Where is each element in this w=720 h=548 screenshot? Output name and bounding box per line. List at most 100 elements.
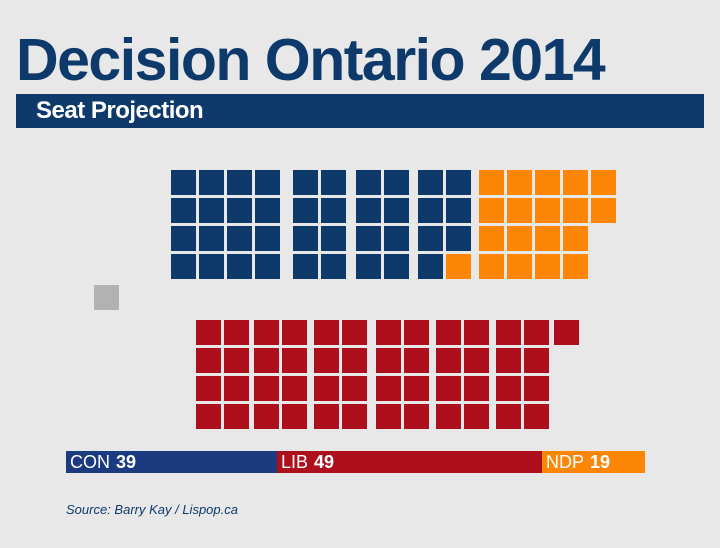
con-seat bbox=[356, 170, 381, 195]
total-label: LIB bbox=[281, 452, 309, 472]
con-seat bbox=[446, 170, 471, 195]
lib-seat bbox=[404, 404, 429, 429]
con-seat bbox=[227, 226, 252, 251]
lib-seat bbox=[224, 404, 249, 429]
con-seat bbox=[255, 254, 280, 279]
chart-subtitle: Seat Projection bbox=[36, 97, 204, 124]
con-seat bbox=[384, 170, 409, 195]
ndp-seat bbox=[591, 198, 616, 223]
lib-seat bbox=[282, 320, 307, 345]
lib-seat bbox=[254, 320, 279, 345]
lib-seat bbox=[404, 320, 429, 345]
lib-seat bbox=[254, 348, 279, 373]
ndp-seat bbox=[535, 254, 560, 279]
ndp-seat bbox=[479, 170, 504, 195]
lib-seat bbox=[282, 404, 307, 429]
lib-seat bbox=[342, 376, 367, 401]
con-seat bbox=[446, 198, 471, 223]
lib-seat bbox=[554, 320, 579, 345]
lib-seat bbox=[376, 320, 401, 345]
ndp-seat bbox=[507, 226, 532, 251]
lib-seat bbox=[224, 320, 249, 345]
ndp-seat bbox=[446, 254, 471, 279]
total-segment-ndp: NDP 19 bbox=[542, 451, 645, 473]
con-seat bbox=[255, 170, 280, 195]
con-seat bbox=[171, 226, 196, 251]
other-seat bbox=[94, 285, 119, 310]
lib-seat bbox=[524, 404, 549, 429]
con-seat bbox=[171, 198, 196, 223]
ndp-seat bbox=[563, 254, 588, 279]
source-note: Source: Barry Kay / Lispop.ca bbox=[66, 502, 238, 517]
total-segment-lib: LIB 49 bbox=[277, 451, 542, 473]
lib-seat bbox=[342, 320, 367, 345]
con-seat bbox=[356, 198, 381, 223]
lib-seat bbox=[254, 376, 279, 401]
lib-seat bbox=[224, 376, 249, 401]
ndp-seat bbox=[563, 226, 588, 251]
con-seat bbox=[384, 226, 409, 251]
con-seat bbox=[171, 254, 196, 279]
lib-seat bbox=[436, 320, 461, 345]
con-seat bbox=[384, 198, 409, 223]
con-seat bbox=[293, 198, 318, 223]
con-seat bbox=[321, 170, 346, 195]
con-seat bbox=[356, 254, 381, 279]
con-seat bbox=[293, 170, 318, 195]
ndp-seat bbox=[535, 226, 560, 251]
lib-seat bbox=[196, 348, 221, 373]
seat-waffle-chart bbox=[94, 170, 616, 429]
ndp-seat bbox=[507, 198, 532, 223]
lib-seat bbox=[196, 376, 221, 401]
lib-seat bbox=[404, 376, 429, 401]
lib-seat bbox=[254, 404, 279, 429]
ndp-seat bbox=[479, 226, 504, 251]
ndp-seat bbox=[535, 170, 560, 195]
lib-seat bbox=[524, 376, 549, 401]
lib-seat bbox=[314, 320, 339, 345]
total-value: 39 bbox=[116, 452, 137, 472]
lib-seat bbox=[496, 348, 521, 373]
lib-seat bbox=[524, 348, 549, 373]
ndp-seat bbox=[563, 198, 588, 223]
lib-seat bbox=[464, 376, 489, 401]
lib-seat bbox=[524, 320, 549, 345]
total-label: NDP bbox=[546, 452, 585, 472]
lib-seat bbox=[464, 348, 489, 373]
ndp-seat bbox=[591, 170, 616, 195]
party-totals-bar: CON 39 LIB 49 NDP 19 bbox=[66, 451, 645, 473]
lib-seat bbox=[376, 376, 401, 401]
lib-seat bbox=[342, 348, 367, 373]
lib-seat bbox=[464, 320, 489, 345]
con-seat bbox=[199, 198, 224, 223]
ndp-seat bbox=[535, 198, 560, 223]
con-seat bbox=[171, 170, 196, 195]
lib-seat bbox=[376, 348, 401, 373]
lib-seat bbox=[436, 376, 461, 401]
con-seat bbox=[321, 254, 346, 279]
total-value: 49 bbox=[314, 452, 335, 472]
lib-seat bbox=[496, 320, 521, 345]
ndp-seat bbox=[563, 170, 588, 195]
con-seat bbox=[227, 170, 252, 195]
con-seat bbox=[418, 198, 443, 223]
con-seat bbox=[255, 226, 280, 251]
lib-seat bbox=[196, 320, 221, 345]
con-seat bbox=[199, 226, 224, 251]
con-seat bbox=[384, 254, 409, 279]
ndp-seat bbox=[507, 254, 532, 279]
lib-seat bbox=[342, 404, 367, 429]
con-seat bbox=[418, 170, 443, 195]
lib-seat bbox=[314, 376, 339, 401]
con-seat bbox=[321, 198, 346, 223]
con-seat bbox=[293, 254, 318, 279]
con-seat bbox=[418, 226, 443, 251]
ndp-seat bbox=[479, 198, 504, 223]
con-seat bbox=[293, 226, 318, 251]
con-seat bbox=[227, 254, 252, 279]
lib-seat bbox=[376, 404, 401, 429]
lib-seat bbox=[196, 404, 221, 429]
con-seat bbox=[321, 226, 346, 251]
lib-seat bbox=[496, 376, 521, 401]
total-value: 19 bbox=[590, 452, 611, 472]
